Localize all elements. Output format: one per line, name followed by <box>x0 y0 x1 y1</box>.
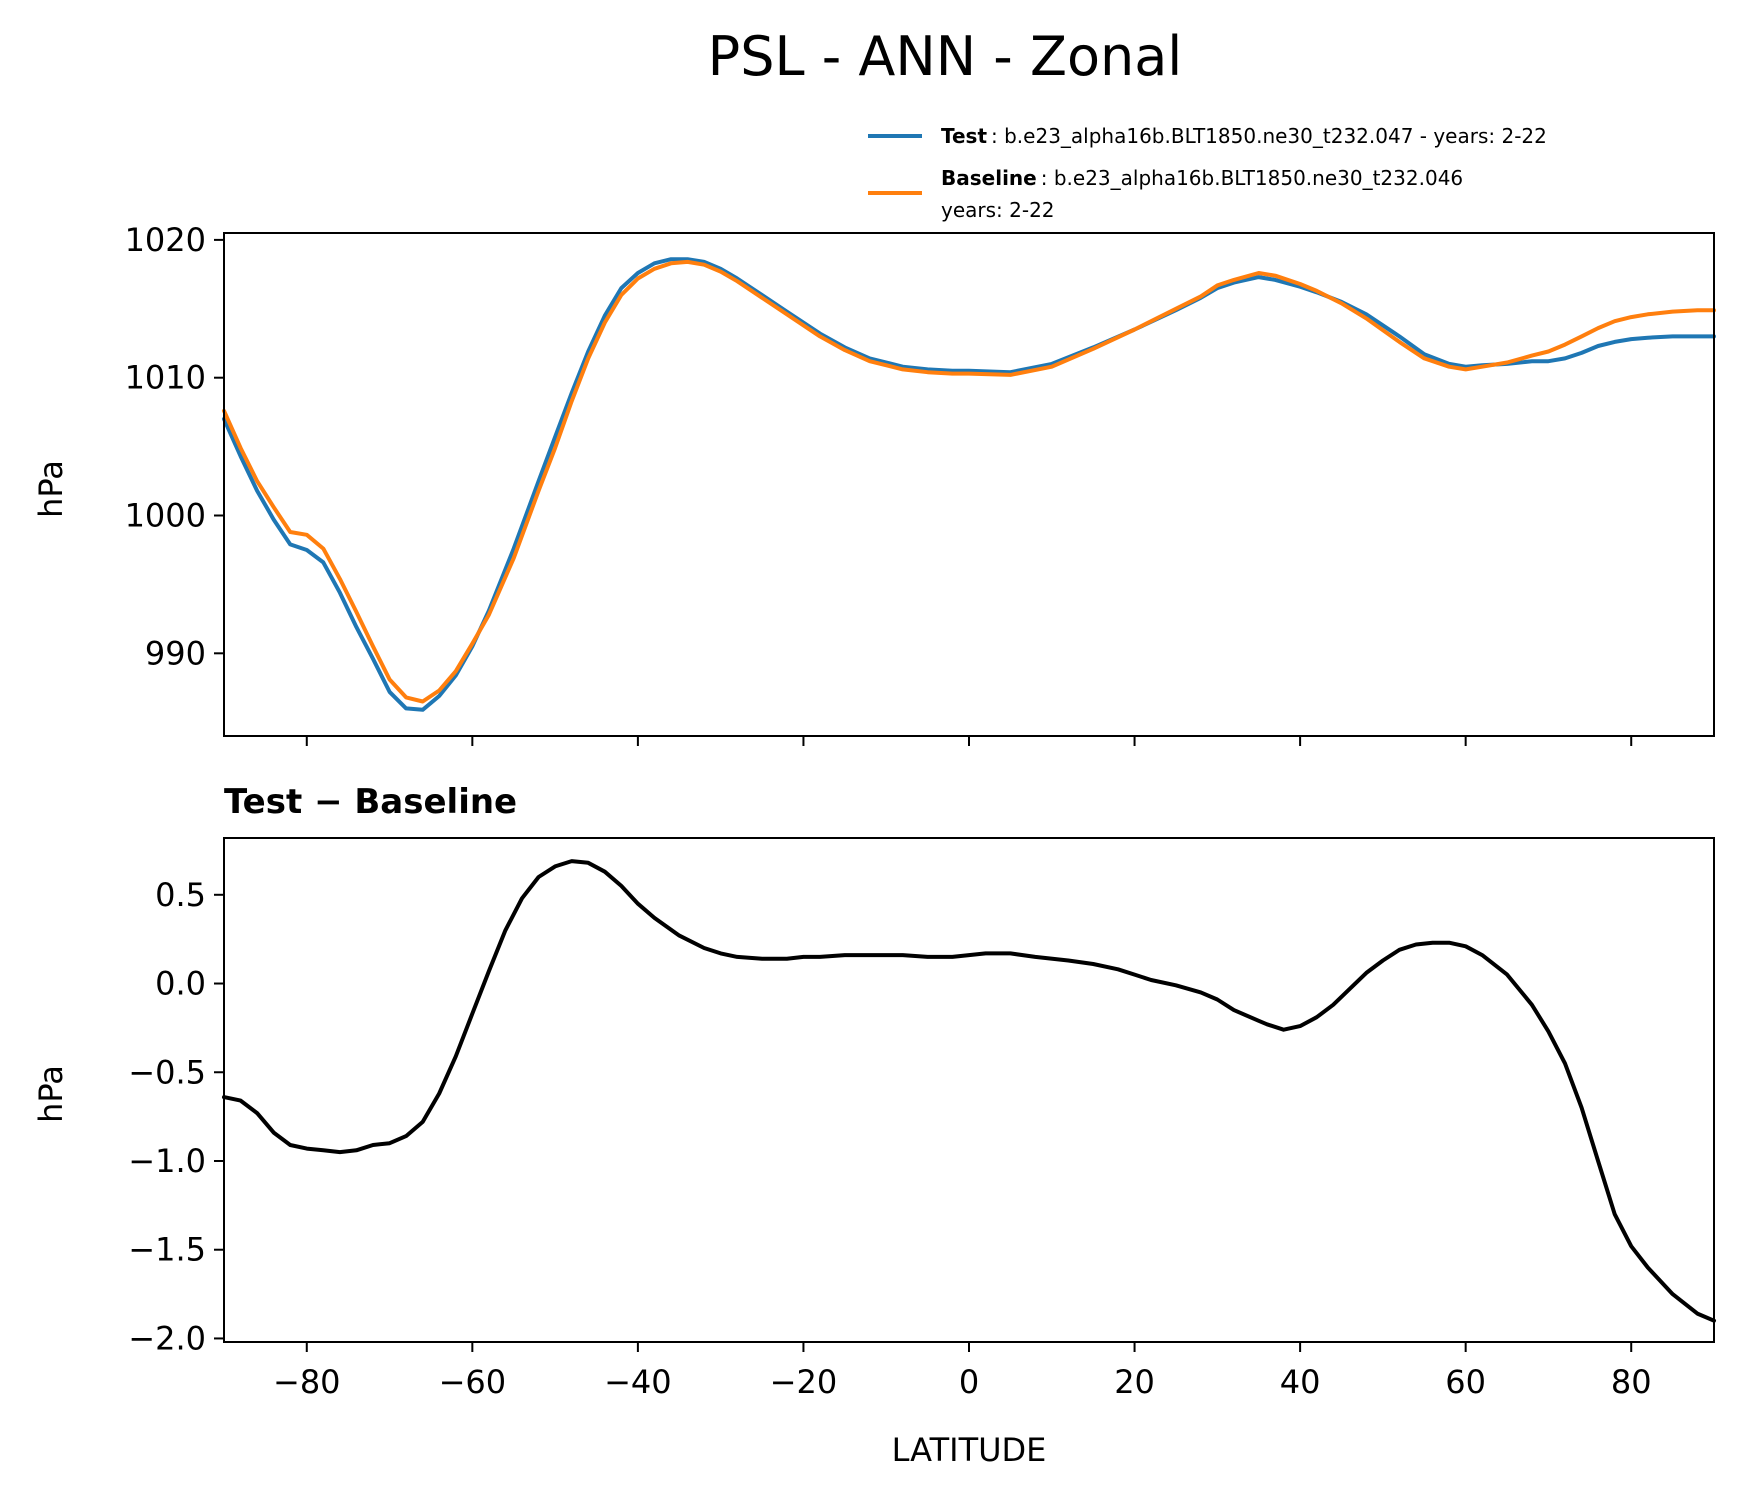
legend-detail2-baseline: years: 2-22 <box>941 198 1055 222</box>
top-plot-frame <box>223 232 1715 737</box>
bottom-ylabel: hPa <box>32 1065 70 1123</box>
legend-label-baseline: Baseline <box>941 166 1037 190</box>
bottom-plot-frame <box>223 837 1715 1343</box>
figure-title: PSL - ANN - Zonal <box>708 25 1183 88</box>
legend-item-baseline: Baseline: b.e23_alpha16b.BLT1850.ne30_t2… <box>941 166 1463 190</box>
bottom-ytick-label: −1.0 <box>128 1142 206 1180</box>
top-ytick-label: 1020 <box>125 221 206 259</box>
top-series-test <box>222 257 1716 712</box>
top-panel: hPa 990 1000 1010 1020 <box>32 221 1716 746</box>
bottom-xtick-label: −80 <box>273 1363 341 1401</box>
top-yticks: 990 1000 1010 1020 <box>125 221 224 672</box>
bottom-xtick-label: 40 <box>1280 1363 1321 1401</box>
bottom-title: Test − Baseline <box>224 782 517 822</box>
top-ylabel: hPa <box>32 460 70 518</box>
bottom-ytick-label: −1.5 <box>128 1231 206 1269</box>
top-series <box>222 257 1716 712</box>
top-series-baseline <box>222 259 1716 704</box>
bottom-ytick-label: 0.5 <box>155 876 206 914</box>
bottom-series-difference <box>222 859 1716 1323</box>
bottom-yticks: −2.0 −1.5 −1.0 −0.5 0.0 0.5 <box>128 876 224 1357</box>
bottom-xtick-label: −40 <box>604 1363 672 1401</box>
legend-detail-baseline: : b.e23_alpha16b.BLT1850.ne30_t232.046 <box>1041 166 1463 190</box>
bottom-xticks: −80 −60 −40 −20 0 20 40 60 80 <box>273 1342 1652 1401</box>
bottom-panel: Test − Baseline hPa −2.0 −1.5 −1.0 −0.5 0.0 0… <box>32 782 1716 1469</box>
top-ytick-label: 990 <box>145 634 206 672</box>
bottom-xtick-label: 0 <box>959 1363 979 1401</box>
bottom-xtick-label: −60 <box>439 1363 507 1401</box>
bottom-xtick-label: 20 <box>1114 1363 1155 1401</box>
legend-label-test: Test <box>941 124 987 148</box>
bottom-ytick-label: −2.0 <box>128 1319 206 1357</box>
legend-item-test: Test: b.e23_alpha16b.BLT1850.ne30_t232.0… <box>941 124 1547 148</box>
bottom-xtick-label: −20 <box>770 1363 838 1401</box>
top-ytick-label: 1000 <box>125 497 206 535</box>
top-xticks <box>305 736 1633 746</box>
bottom-xlabel: LATITUDE <box>892 1431 1047 1469</box>
top-ytick-label: 1010 <box>125 359 206 397</box>
bottom-ytick-label: 0.0 <box>155 965 206 1003</box>
bottom-series <box>222 859 1716 1323</box>
legend: Test: b.e23_alpha16b.BLT1850.ne30_t232.0… <box>868 124 1547 222</box>
bottom-xtick-label: 60 <box>1445 1363 1486 1401</box>
bottom-xtick-label: 80 <box>1611 1363 1652 1401</box>
legend-detail-test: : b.e23_alpha16b.BLT1850.ne30_t232.047 -… <box>991 124 1547 148</box>
bottom-ytick-label: −0.5 <box>128 1053 206 1091</box>
